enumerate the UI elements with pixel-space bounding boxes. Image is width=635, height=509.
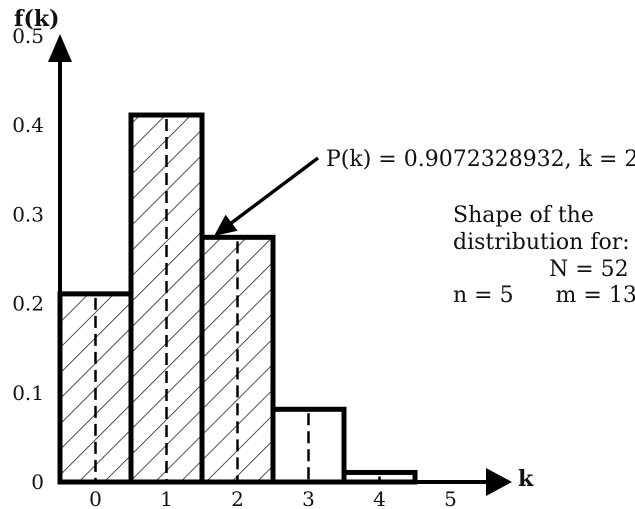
side-note-line-1: Shape of the [453, 203, 594, 228]
y-tick-label: 0.1 [12, 381, 44, 405]
x-tick-label-5: 5 [444, 487, 457, 509]
x-tick-label-0: 0 [89, 487, 102, 509]
x-tick-labels: 0 1 2 3 4 5 [89, 487, 457, 509]
x-tick-label-4: 4 [373, 487, 386, 509]
annotation-text: P(k) = 0.9072328932, k = 2 [326, 147, 635, 172]
side-note-line-3: N = 52 [549, 257, 629, 282]
x-tick-label-1: 1 [160, 487, 173, 509]
y-tick-label: 0.3 [12, 202, 44, 226]
annotation-arrowhead [214, 214, 238, 236]
x-tick-label-3: 3 [302, 487, 315, 509]
side-note-line-2: distribution for: [453, 230, 630, 255]
y-tick-label: 0.4 [12, 113, 44, 137]
side-note-line-4: n = 5 m = 13 [453, 283, 635, 308]
x-tick-label-2: 2 [231, 487, 244, 509]
y-axis-title: f(k) [14, 6, 60, 32]
y-axis-arrow [48, 34, 72, 62]
y-tick-label: 0.5 [12, 24, 44, 48]
x-axis-arrow [486, 468, 512, 496]
bar-center-lines [94, 119, 381, 482]
y-tick-label: 0 [31, 470, 44, 494]
annotation-arrow [220, 156, 320, 232]
x-axis-title: k [518, 466, 534, 492]
y-tick-labels: 0 0.1 0.2 0.3 0.4 0.5 [12, 24, 44, 494]
y-tick-label: 0.2 [12, 292, 44, 316]
